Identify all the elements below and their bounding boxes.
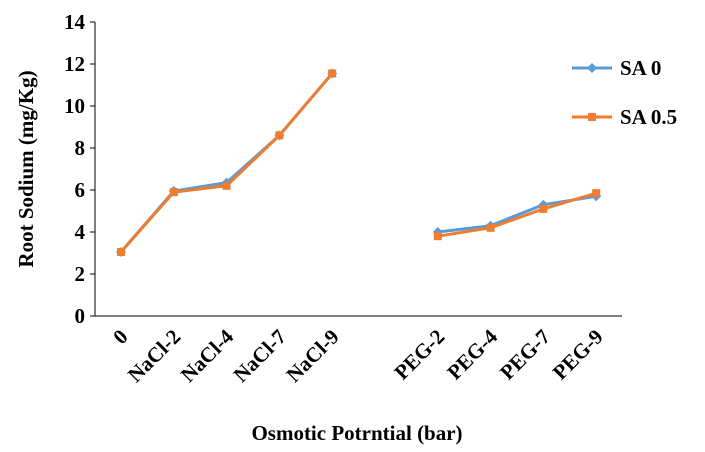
- y-tick-label: 14: [64, 10, 86, 34]
- x-tick-label: NaCl-9: [281, 325, 343, 387]
- data-point: [587, 63, 597, 73]
- x-tick-label: PEG-9: [548, 325, 608, 385]
- series-line: [119, 72, 597, 253]
- y-tick-label: 6: [75, 178, 86, 202]
- x-tick-label: NaCl-4: [176, 324, 239, 387]
- data-point: [592, 189, 601, 198]
- x-tick-label: NaCl-7: [229, 325, 291, 387]
- data-point: [486, 223, 495, 232]
- x-tick-label: NaCl-2: [123, 325, 185, 387]
- x-axis-title: Osmotic Potrntial (bar): [251, 421, 462, 445]
- series-line: [119, 72, 597, 253]
- data-point: [275, 131, 284, 140]
- y-tick-label: 12: [64, 52, 85, 76]
- data-point: [588, 113, 596, 121]
- y-tick-label: 2: [75, 262, 86, 286]
- data-point: [169, 188, 178, 197]
- y-tick-label: 10: [64, 94, 85, 118]
- data-point: [222, 181, 231, 190]
- y-tick-label: 0: [75, 304, 86, 328]
- y-tick-label: 4: [75, 220, 86, 244]
- legend-label: SA 0.5: [620, 105, 677, 129]
- x-tick-label: PEG-2: [389, 325, 449, 385]
- x-tick-label: PEG-7: [495, 325, 555, 385]
- y-tick-label: 8: [75, 136, 86, 160]
- legend-label: SA 0: [620, 56, 661, 80]
- data-point: [433, 232, 442, 241]
- data-point: [328, 69, 337, 78]
- y-axis-title: Root Sodium (mg/Kg): [14, 70, 38, 267]
- data-point: [539, 204, 548, 213]
- x-tick-label: 0: [108, 325, 132, 349]
- x-tick-label: PEG-4: [442, 324, 502, 384]
- data-point: [117, 247, 125, 256]
